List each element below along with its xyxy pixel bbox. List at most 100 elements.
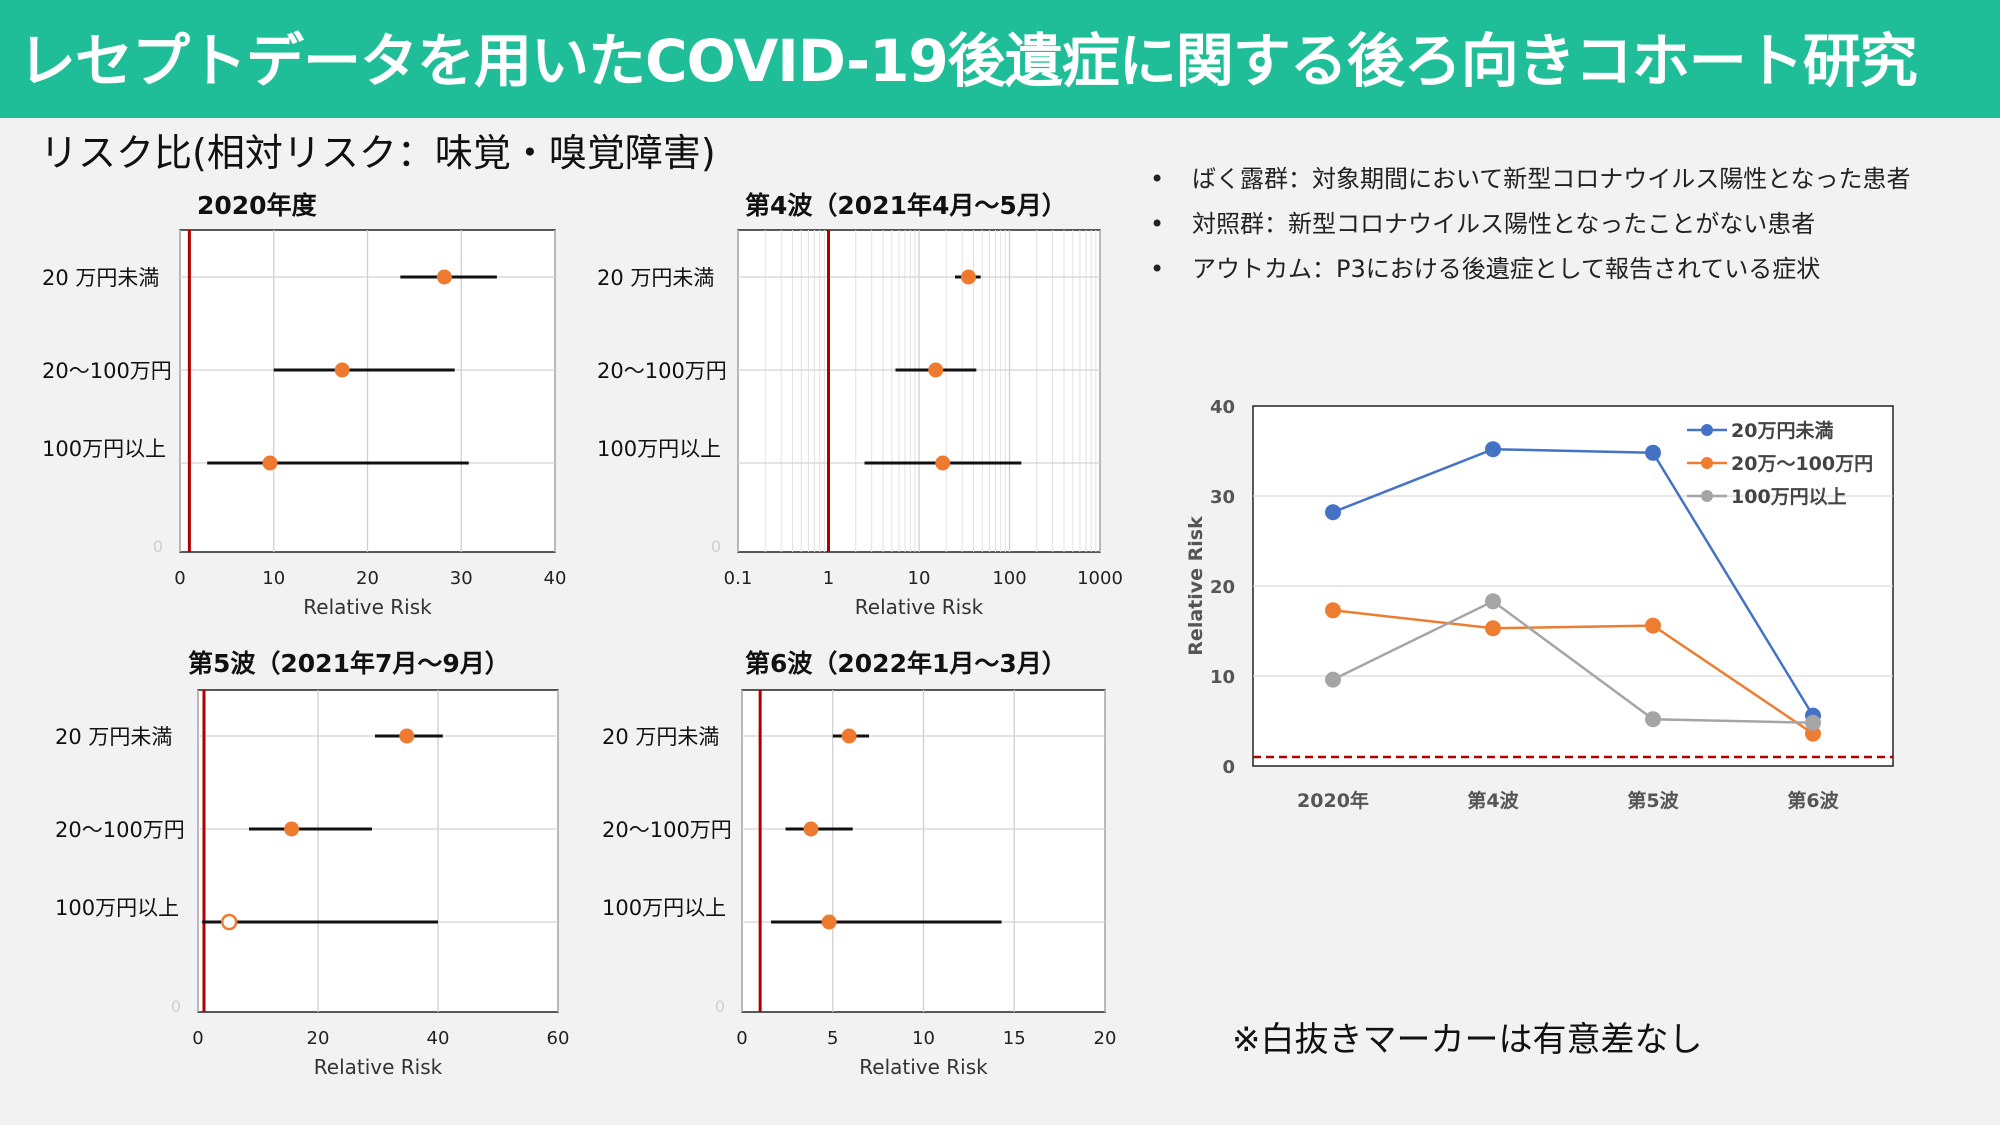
x-axis-label: Relative Risk [314, 1055, 443, 1079]
x-tick-label: 0 [736, 1028, 747, 1049]
x-tick-label: 10 [908, 568, 931, 589]
row-label: 20〜100万円 [597, 359, 727, 383]
y-tick-label: 40 [1210, 397, 1235, 418]
row-label: 20〜100万円 [55, 818, 185, 842]
point-estimate-hollow [220, 913, 238, 931]
series-line [1332, 599, 1814, 725]
point-estimate [928, 362, 944, 378]
y-zero-label: 0 [711, 537, 721, 556]
bullet-marker: • [1150, 210, 1165, 238]
row-label: 20 万円未満 [597, 266, 714, 290]
row-label: 20 万円未満 [55, 725, 172, 749]
series-point [1645, 617, 1661, 634]
row-label: 100万円以上 [42, 437, 166, 461]
point-estimate [803, 821, 819, 837]
page-title: レセプトデータを用いたCOVID-19後遺症に関する後ろ向きコホート研究 [18, 27, 1918, 95]
x-axis-label: Relative Risk [303, 595, 432, 619]
footnote: ※白抜きマーカーは有意差なし [1232, 1020, 1703, 1060]
series-point [1645, 444, 1661, 461]
y-tick-label: 10 [1210, 667, 1235, 688]
row-label: 100万円以上 [597, 437, 721, 461]
x-tick-label: 0.1 [724, 568, 753, 589]
x-axis-label: Relative Risk [855, 595, 984, 619]
x-tick-label: 100 [992, 568, 1026, 589]
series-point [1485, 441, 1501, 458]
row-label: 100万円以上 [55, 896, 179, 920]
x-tick-label: 20 [307, 1028, 330, 1049]
y-tick-label: 0 [1222, 757, 1235, 778]
definition-item: • ばく露群：対象期間において新型コロナウイルス陽性となった患者 [1150, 162, 1911, 207]
series-line [1332, 447, 1815, 717]
x-tick-label: 20 [356, 568, 379, 589]
x-tick-label: 60 [547, 1028, 570, 1049]
series-point [1805, 714, 1821, 731]
section-subtitle: リスク比(相対リスク：味覚・嗅覚障害) [40, 131, 716, 175]
point-estimate [935, 455, 951, 471]
x-tick-label: 15 [1003, 1028, 1026, 1049]
y-zero-label: 0 [153, 537, 163, 556]
plot-area [197, 689, 559, 1013]
definition-text: ばく露群：対象期間において新型コロナウイルス陽性となった患者 [1192, 165, 1911, 193]
legend-label: 20万円未満 [1731, 419, 1833, 442]
series-point [1325, 602, 1341, 619]
bullet-marker: • [1150, 165, 1165, 193]
point-estimate [960, 269, 976, 285]
bullet-marker: • [1150, 255, 1165, 283]
x-tick-label: 第5波 [1627, 789, 1679, 812]
row-label: 20〜100万円 [602, 818, 732, 842]
row-label: 20 万円未満 [42, 266, 159, 290]
y-axis-label: Relative Risk [1185, 516, 1207, 656]
definition-item: • アウトカム：P3における後遺症として報告されている症状 [1150, 252, 1911, 297]
legend-marker [1701, 457, 1713, 469]
point-estimate [262, 455, 278, 471]
row-label: 20 万円未満 [602, 725, 719, 749]
x-tick-label: 第6波 [1787, 789, 1839, 812]
series-point [1485, 593, 1501, 610]
point-estimate [284, 821, 300, 837]
x-tick-label: 30 [450, 568, 473, 589]
x-tick-label: 10 [912, 1028, 935, 1049]
point-estimate [821, 914, 837, 930]
y-zero-label: 0 [171, 997, 181, 1016]
definition-item: • 対照群：新型コロナウイルス陽性となったことがない患者 [1150, 207, 1911, 252]
x-tick-label: 第4波 [1467, 789, 1519, 812]
x-tick-label: 1000 [1077, 568, 1123, 589]
point-estimate [334, 362, 350, 378]
y-tick-label: 20 [1210, 577, 1235, 598]
chart-title: 2020年度 [197, 191, 317, 220]
point-estimate [436, 269, 452, 285]
series-point [1325, 671, 1341, 688]
series-line [1332, 609, 1814, 735]
legend-label: 100万円以上 [1731, 486, 1847, 508]
chart-title: 第4波（2021年4月〜5月） [745, 191, 1067, 220]
legend-marker [1701, 424, 1713, 436]
header-bar: レセプトデータを用いたCOVID-19後遺症に関する後ろ向きコホート研究 [0, 0, 2000, 118]
definition-text: アウトカム：P3における後遺症として報告されている症状 [1192, 255, 1821, 283]
x-tick-label: 0 [174, 568, 185, 589]
x-tick-label: 10 [262, 568, 285, 589]
chart-title: 第6波（2022年1月〜3月） [745, 649, 1067, 678]
series-point [1325, 504, 1341, 521]
definition-text: 対照群：新型コロナウイルス陽性となったことがない患者 [1192, 210, 1816, 238]
definition-list: • ばく露群：対象期間において新型コロナウイルス陽性となった患者 • 対照群：新型コ… [1150, 162, 1911, 297]
y-zero-label: 0 [715, 997, 725, 1016]
x-tick-label: 20 [1094, 1028, 1117, 1049]
point-estimate [841, 728, 857, 744]
series-point [1485, 620, 1501, 637]
chart-title: 第5波（2021年7月〜9月） [188, 649, 510, 678]
series-point [1645, 711, 1661, 728]
point-estimate [399, 728, 415, 744]
x-axis-label: Relative Risk [859, 1055, 988, 1079]
x-tick-label: 0 [192, 1028, 203, 1049]
y-tick-label: 30 [1210, 487, 1235, 508]
row-label: 100万円以上 [602, 896, 726, 920]
x-tick-label: 40 [544, 568, 567, 589]
x-tick-label: 1 [823, 568, 834, 589]
x-tick-label: 5 [827, 1028, 838, 1049]
row-label: 20〜100万円 [42, 359, 172, 383]
